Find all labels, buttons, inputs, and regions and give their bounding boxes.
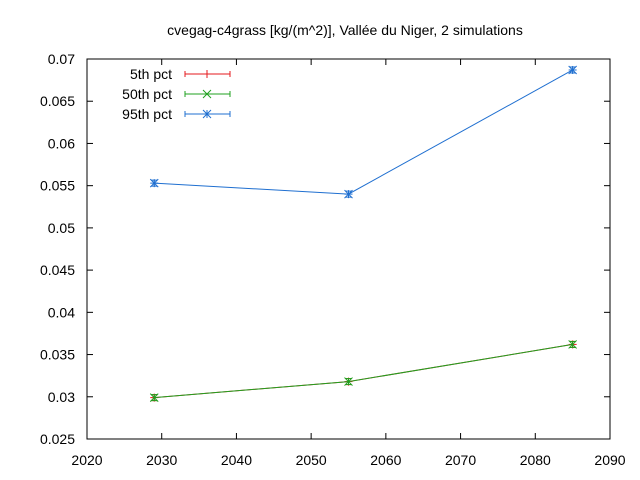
y-tick-label: 0.05 — [48, 220, 75, 236]
x-tick-label: 2090 — [594, 452, 625, 468]
axes: 2020 2030 2040 2050 2060 2070 2080 2090 0.025 0.0… — [40, 51, 626, 468]
x-tick-label: 2030 — [146, 452, 177, 468]
series-layer — [149, 65, 577, 402]
y-tick-label: 0.03 — [48, 389, 75, 405]
series-line — [154, 343, 573, 399]
data-point — [344, 189, 353, 199]
legend-marker — [202, 89, 212, 99]
legend-marker — [203, 70, 211, 78]
legend-entry: 95th pct — [122, 106, 231, 122]
legend-label: 5th pct — [130, 66, 172, 82]
y-tick-label: 0.06 — [48, 135, 75, 151]
y-tick-label: 0.065 — [40, 93, 75, 109]
y-tick-label: 0.04 — [48, 304, 75, 320]
x-tick-label: 2080 — [520, 452, 551, 468]
data-point — [568, 65, 577, 75]
series-line — [154, 69, 573, 195]
legend-label: 50th pct — [122, 86, 172, 102]
series-2 — [149, 340, 577, 402]
legend-marker — [202, 109, 212, 119]
x-tick-label: 2070 — [445, 452, 476, 468]
y-tick-label: 0.055 — [40, 178, 75, 194]
y-tick-label: 0.07 — [48, 51, 75, 67]
x-tick-label: 2050 — [296, 452, 327, 468]
chart-title: cvegag-c4grass [kg/(m^2)], Vallée du Nig… — [167, 22, 523, 38]
plot-frame — [86, 58, 611, 440]
x-tick-label: 2020 — [71, 452, 102, 468]
y-tick-label: 0.025 — [40, 431, 75, 447]
y-tick-label: 0.035 — [40, 347, 75, 363]
data-point — [344, 377, 353, 386]
data-point — [149, 178, 159, 188]
legend-label: 95th pct — [122, 106, 172, 122]
legend-entry: 50th pct — [122, 86, 231, 102]
data-point — [568, 340, 577, 349]
legend: 5th pct 50th pct 95th pct — [122, 66, 231, 122]
x-tick-label: 2060 — [370, 452, 401, 468]
legend-entry: 5th pct — [130, 66, 231, 82]
y-tick-label: 0.045 — [40, 262, 75, 278]
series-line — [154, 343, 573, 399]
x-tick-label: 2040 — [221, 452, 252, 468]
data-point — [149, 393, 159, 402]
series-3 — [149, 65, 577, 199]
